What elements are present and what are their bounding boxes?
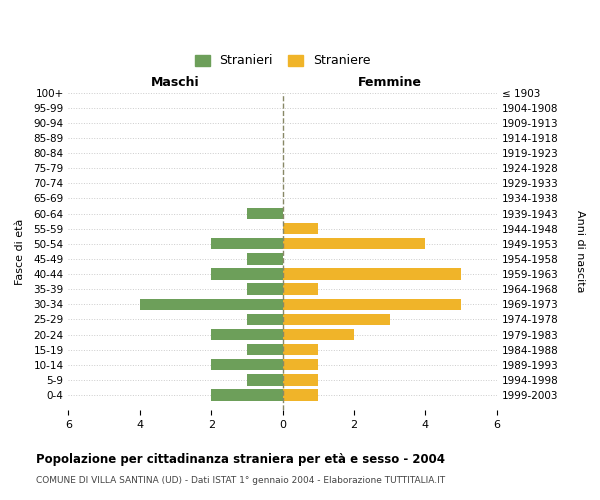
Bar (283, 329, 354, 340)
Bar (211, 390, 283, 400)
Text: COMUNE DI VILLA SANTINA (UD) - Dati ISTAT 1° gennaio 2004 - Elaborazione TUTTITA: COMUNE DI VILLA SANTINA (UD) - Dati ISTA… (36, 476, 445, 485)
Bar (247, 314, 283, 325)
Bar (247, 284, 283, 295)
Bar (247, 374, 283, 386)
Bar (211, 238, 283, 250)
Bar (211, 268, 283, 280)
Bar (211, 329, 283, 340)
Bar (283, 314, 389, 325)
Text: Popolazione per cittadinanza straniera per età e sesso - 2004: Popolazione per cittadinanza straniera p… (36, 452, 445, 466)
Bar (211, 359, 283, 370)
Text: Maschi: Maschi (151, 76, 200, 88)
Bar (283, 238, 425, 250)
Bar (283, 268, 461, 280)
Bar (283, 374, 318, 386)
Bar (140, 298, 283, 310)
Bar (247, 208, 283, 219)
Bar (283, 344, 318, 356)
Bar (283, 359, 318, 370)
Text: Femmine: Femmine (358, 76, 422, 88)
Bar (247, 344, 283, 356)
Bar (283, 298, 461, 310)
Bar (283, 390, 318, 400)
Bar (283, 223, 318, 234)
Legend: Stranieri, Straniere: Stranieri, Straniere (194, 54, 371, 68)
Y-axis label: Anni di nascita: Anni di nascita (575, 210, 585, 292)
Bar (247, 254, 283, 264)
Y-axis label: Fasce di età: Fasce di età (15, 218, 25, 284)
Bar (283, 284, 318, 295)
